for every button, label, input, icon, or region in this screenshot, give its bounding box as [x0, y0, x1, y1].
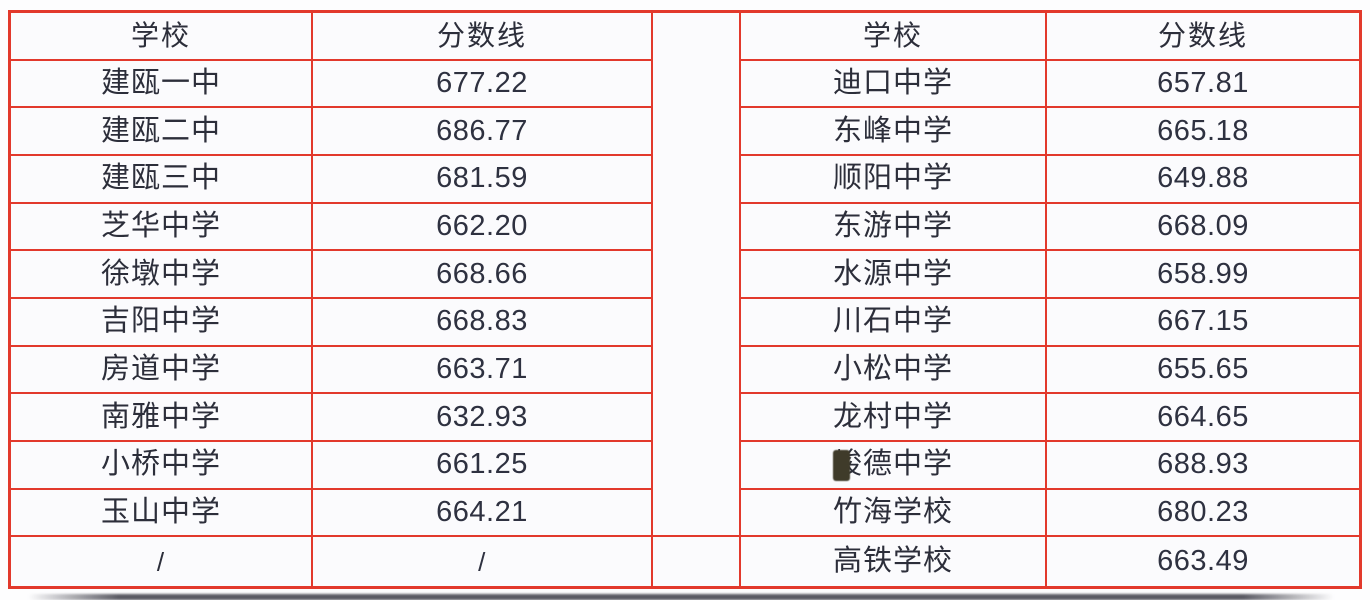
- school-cell: 水源中学: [741, 251, 1045, 297]
- school-cell: 迪口中学: [741, 60, 1045, 107]
- score-cell: 681.59: [313, 155, 651, 202]
- school-cell: 玉山中学: [11, 489, 311, 536]
- slash-cell: /: [11, 537, 311, 586]
- school-cell: 吉阳中学: [11, 298, 311, 345]
- slash-cell: /: [313, 537, 651, 586]
- school-cell: 建瓯一中: [11, 60, 311, 107]
- school-cell: 建瓯二中: [11, 108, 311, 154]
- score-cell: 663.71: [313, 346, 651, 393]
- score-cell: 686.77: [313, 108, 651, 154]
- school-cell: 芝华中学: [11, 203, 311, 250]
- score-cell: 665.18: [1047, 108, 1359, 154]
- school-cell: 建瓯三中: [11, 155, 311, 202]
- score-cell: 662.20: [313, 203, 651, 250]
- school-cell: 徐墩中学: [11, 251, 311, 297]
- score-cell: 688.93: [1047, 441, 1359, 488]
- school-cell: 川石中学: [741, 298, 1045, 345]
- right-header-school: 学校: [741, 13, 1045, 59]
- score-cell: 668.09: [1047, 203, 1359, 250]
- school-cell: 东峰中学: [741, 108, 1045, 154]
- school-cell: 龙村中学: [741, 394, 1045, 440]
- score-cell: 655.65: [1047, 346, 1359, 393]
- score-cell: 632.93: [313, 394, 651, 440]
- school-cell: 竹海学校: [741, 489, 1045, 536]
- school-cell: 东游中学: [741, 203, 1045, 250]
- score-cell: 657.81: [1047, 60, 1359, 107]
- score-cell: 668.83: [313, 298, 651, 345]
- score-cell: 658.99: [1047, 251, 1359, 297]
- middle-spacer-top-cell: [653, 13, 739, 536]
- score-cell: 649.88: [1047, 155, 1359, 202]
- school-cell: 小松中学: [741, 346, 1045, 393]
- score-cell: 667.15: [1047, 298, 1359, 345]
- score-cell: 663.49: [1047, 537, 1359, 586]
- left-header-school: 学校: [11, 13, 311, 59]
- school-cell: 峻德中学: [741, 441, 1045, 488]
- left-header-score: 分数线: [313, 13, 651, 59]
- score-cell: 668.66: [313, 251, 651, 297]
- school-cell: 南雅中学: [11, 394, 311, 440]
- score-cell: 680.23: [1047, 489, 1359, 536]
- school-cell: 小桥中学: [11, 441, 311, 488]
- school-cell: 顺阳中学: [741, 155, 1045, 202]
- score-cell: 661.25: [313, 441, 651, 488]
- photo-edge-shadow: [28, 594, 1334, 600]
- score-tables: 学校 分数线 学校 分数线 建瓯一中 677.22 迪口中学 657.81 建瓯…: [8, 10, 1362, 589]
- score-cell: 664.65: [1047, 394, 1359, 440]
- right-header-score: 分数线: [1047, 13, 1359, 59]
- score-cell: 677.22: [313, 60, 651, 107]
- school-cell: 高铁学校: [741, 537, 1045, 586]
- middle-spacer-bottom-cell: [653, 537, 739, 586]
- school-cell: 房道中学: [11, 346, 311, 393]
- score-cell: 664.21: [313, 489, 651, 536]
